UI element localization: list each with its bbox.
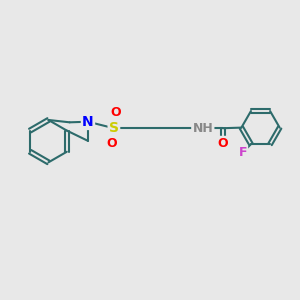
Text: N: N xyxy=(82,115,94,129)
Text: O: O xyxy=(110,106,121,119)
Text: O: O xyxy=(218,137,228,150)
Text: F: F xyxy=(238,146,247,159)
Text: S: S xyxy=(109,121,119,135)
Text: O: O xyxy=(106,137,117,150)
Text: NH: NH xyxy=(192,122,213,135)
